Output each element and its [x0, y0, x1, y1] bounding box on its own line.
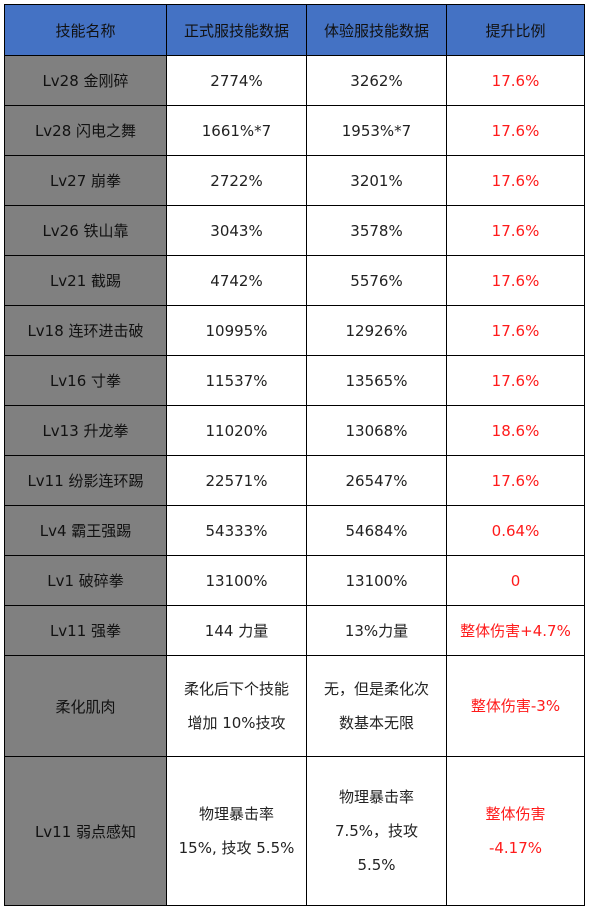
test-value-cell: 无，但是柔化次 数基本无限 [306, 655, 447, 757]
live-value-cell: 22571% [166, 455, 307, 506]
live-value-cell: 10995% [166, 305, 307, 356]
skill-name-cell: Lv1 破碎拳 [4, 555, 167, 606]
table-row: Lv4 霸王强踢 54333% 54684% 0.64% [4, 505, 585, 556]
ratio-cell: 17.6% [446, 355, 585, 406]
live-value-cell: 2722% [166, 155, 307, 206]
skill-name-cell: Lv11 强拳 [4, 605, 167, 656]
ratio-cell: 17.6% [446, 205, 585, 256]
test-value-cell: 12926% [306, 305, 447, 356]
header-test-data: 体验服技能数据 [306, 4, 447, 56]
skill-name-cell: Lv28 金刚碎 [4, 55, 167, 106]
cell-line: 增加 10%技攻 [187, 714, 286, 732]
ratio-cell: 17.6% [446, 305, 585, 356]
cell-line: 物理暴击率 [198, 805, 274, 823]
test-value-cell: 5576% [306, 255, 447, 306]
table-row: Lv16 寸拳 11537% 13565% 17.6% [4, 355, 585, 406]
table-row: 柔化肌肉 柔化后下个技能 增加 10%技攻 无，但是柔化次 数基本无限 整体伤害-3% [4, 655, 585, 757]
live-value-cell: 2774% [166, 55, 307, 106]
cell-line: 物理暴击率 [338, 788, 414, 806]
ratio-cell: 17.6% [446, 105, 585, 156]
test-value-cell: 26547% [306, 455, 447, 506]
table-row: Lv13 升龙拳 11020% 13068% 18.6% [4, 405, 585, 456]
cell-line: 柔化后下个技能 [183, 680, 289, 698]
table-row: Lv1 破碎拳 13100% 13100% 0 [4, 555, 585, 606]
cell-line: 整体伤害 [485, 805, 546, 823]
test-value-cell: 3262% [306, 55, 447, 106]
live-value-cell: 3043% [166, 205, 307, 256]
table-row: Lv11 强拳 144 力量 13%力量 整体伤害+4.7% [4, 605, 585, 656]
header-live-data: 正式服技能数据 [166, 4, 307, 56]
table-row: Lv11 弱点感知 物理暴击率 15%, 技攻 5.5% 物理暴击率 7.5%，技攻 5.… [4, 756, 585, 906]
header-row: 技能名称 正式服技能数据 体验服技能数据 提升比例 [4, 4, 585, 56]
cell-line: 7.5%，技攻 [334, 822, 419, 840]
skill-name-cell: Lv13 升龙拳 [4, 405, 167, 456]
skill-comparison-table: 技能名称 正式服技能数据 体验服技能数据 提升比例 Lv28 金刚碎 2774% 3… [4, 4, 585, 906]
skill-name-cell: 柔化肌肉 [4, 655, 167, 757]
test-value-cell: 13%力量 [306, 605, 447, 656]
skill-name-cell: Lv16 寸拳 [4, 355, 167, 406]
cell-line: 无，但是柔化次 [323, 680, 429, 698]
skill-name-cell: Lv28 闪电之舞 [4, 105, 167, 156]
skill-name-cell: Lv11 纷影连环踢 [4, 455, 167, 506]
live-value-cell: 4742% [166, 255, 307, 306]
ratio-cell: 17.6% [446, 255, 585, 306]
test-value-cell: 3201% [306, 155, 447, 206]
cell-line: 5.5% [357, 856, 396, 874]
ratio-cell: 整体伤害-3% [446, 655, 585, 757]
test-value-cell: 54684% [306, 505, 447, 556]
ratio-cell: 18.6% [446, 405, 585, 456]
test-value-cell: 13100% [306, 555, 447, 606]
ratio-cell: 整体伤害 -4.17% [446, 756, 585, 906]
live-value-cell: 柔化后下个技能 增加 10%技攻 [166, 655, 307, 757]
skill-name-cell: Lv11 弱点感知 [4, 756, 167, 906]
table-row: Lv18 连环进击破 10995% 12926% 17.6% [4, 305, 585, 356]
table-row: Lv28 闪电之舞 1661%*7 1953%*7 17.6% [4, 105, 585, 156]
ratio-cell: 17.6% [446, 55, 585, 106]
table-container: 技能名称 正式服技能数据 体验服技能数据 提升比例 Lv28 金刚碎 2774% 3… [4, 4, 585, 906]
ratio-cell: 17.6% [446, 455, 585, 506]
skill-name-cell: Lv21 截踢 [4, 255, 167, 306]
skill-name-cell: Lv26 铁山靠 [4, 205, 167, 256]
cell-line: 整体伤害-3% [470, 697, 561, 715]
skill-name-cell: Lv4 霸王强踢 [4, 505, 167, 556]
cell-line: 15%, 技攻 5.5% [178, 839, 295, 857]
live-value-cell: 11020% [166, 405, 307, 456]
cell-line: 数基本无限 [338, 714, 414, 732]
ratio-cell: 0.64% [446, 505, 585, 556]
ratio-cell: 整体伤害+4.7% [446, 605, 585, 656]
skill-name-cell: Lv27 崩拳 [4, 155, 167, 206]
cell-line: -4.17% [488, 839, 543, 857]
table-row: Lv21 截踢 4742% 5576% 17.6% [4, 255, 585, 306]
table-row: Lv26 铁山靠 3043% 3578% 17.6% [4, 205, 585, 256]
test-value-cell: 物理暴击率 7.5%，技攻 5.5% [306, 756, 447, 906]
table-row: Lv27 崩拳 2722% 3201% 17.6% [4, 155, 585, 206]
test-value-cell: 13565% [306, 355, 447, 406]
live-value-cell: 54333% [166, 505, 307, 556]
ratio-cell: 17.6% [446, 155, 585, 206]
live-value-cell: 13100% [166, 555, 307, 606]
header-increase-ratio: 提升比例 [446, 4, 585, 56]
live-value-cell: 1661%*7 [166, 105, 307, 156]
live-value-cell: 144 力量 [166, 605, 307, 656]
test-value-cell: 3578% [306, 205, 447, 256]
ratio-cell: 0 [446, 555, 585, 606]
live-value-cell: 物理暴击率 15%, 技攻 5.5% [166, 756, 307, 906]
header-skill-name: 技能名称 [4, 4, 167, 56]
test-value-cell: 1953%*7 [306, 105, 447, 156]
skill-name-cell: Lv18 连环进击破 [4, 305, 167, 356]
test-value-cell: 13068% [306, 405, 447, 456]
live-value-cell: 11537% [166, 355, 307, 406]
table-row: Lv28 金刚碎 2774% 3262% 17.6% [4, 55, 585, 106]
table-row: Lv11 纷影连环踢 22571% 26547% 17.6% [4, 455, 585, 506]
